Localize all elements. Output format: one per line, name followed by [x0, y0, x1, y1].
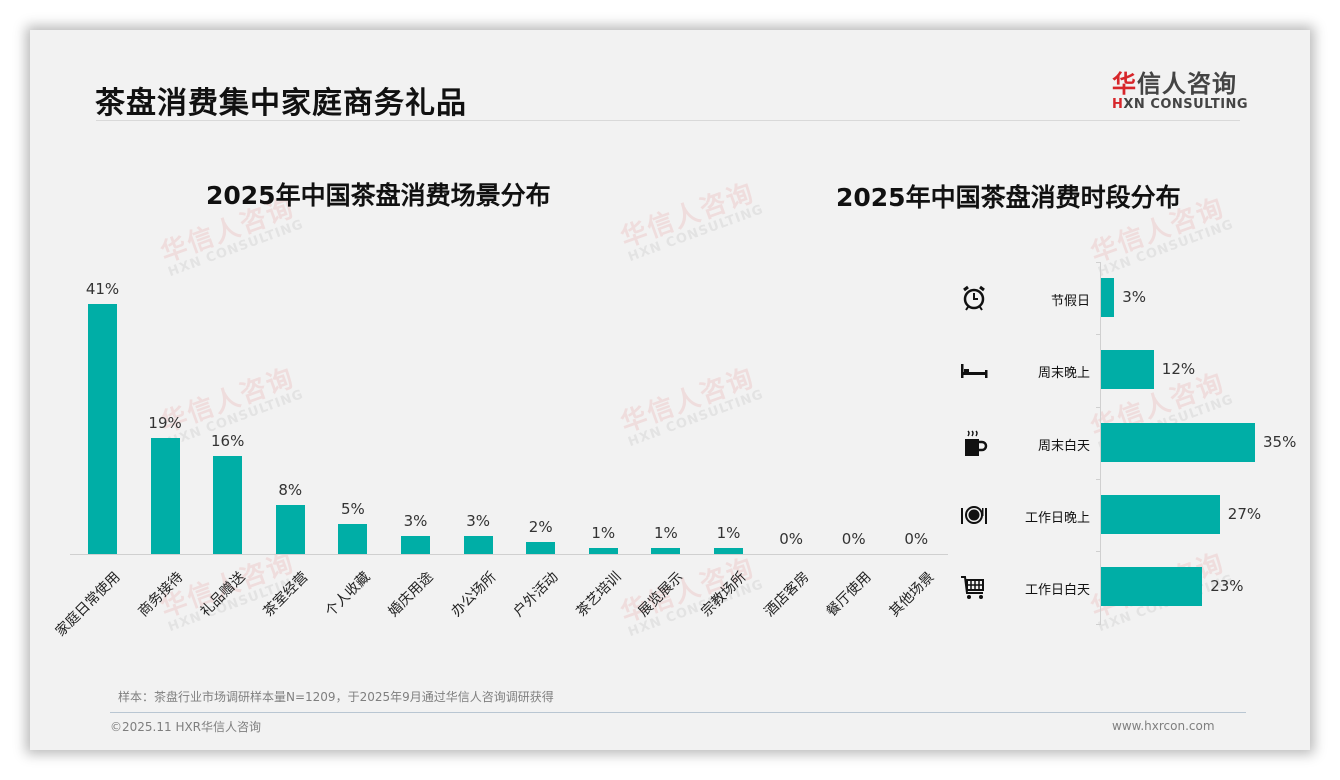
- x-tick-label: 宗教场所: [698, 569, 750, 621]
- website-link[interactable]: www.hxrcon.com: [1112, 719, 1215, 733]
- bar-value-label: 1%: [716, 523, 741, 542]
- hbar-value-label: 35%: [1263, 432, 1297, 451]
- bar-11: [714, 547, 743, 554]
- bar-5: [338, 523, 368, 554]
- bar-10: [651, 547, 681, 554]
- bar-2: [150, 438, 180, 554]
- bar-value-label: 5%: [340, 499, 365, 518]
- bar-value-label: 16%: [211, 432, 245, 451]
- logo-cn-red: 华: [1112, 70, 1137, 98]
- title-divider: [96, 120, 1240, 121]
- hbar-value-label: 27%: [1227, 504, 1262, 523]
- bar-value-label: 3%: [403, 511, 428, 530]
- y-axis-tick: [1096, 262, 1101, 263]
- hbar-value-label: 12%: [1161, 360, 1196, 379]
- bar-value-label: 0%: [841, 530, 866, 548]
- coffee-cup-icon: [958, 429, 990, 457]
- y-tick-label: 工作日白天: [1024, 583, 1090, 599]
- x-tick-label: 餐厅使用: [823, 569, 875, 621]
- watermark-en: HXN CONSULTING: [1096, 217, 1236, 281]
- bar-value-label: 19%: [148, 414, 182, 433]
- bar-value-label: 0%: [779, 530, 803, 548]
- y-axis-tick: [1096, 478, 1101, 480]
- page-title: 茶盘消费集中家庭商务礼品: [95, 86, 467, 121]
- hbar-value-label: 3%: [1122, 288, 1146, 306]
- x-tick-label: 商务接待: [135, 569, 187, 621]
- sample-note: 样本：茶盘行业市场调研样本量N=1209，于2025年9月通过华信人咨询调研获得: [118, 690, 554, 704]
- x-tick-label: 展览展示: [635, 569, 687, 621]
- slide: 茶盘消费集中家庭商务礼品 华信人咨询 HXN CONSULTING 华信人咨询 H…: [30, 30, 1310, 750]
- watermark-en: HXN CONSULTING: [626, 202, 766, 266]
- x-tick-label: 酒店客房: [761, 569, 813, 621]
- bar-8: [526, 541, 556, 554]
- y-tick-label: 工作日晚上: [1024, 510, 1090, 526]
- bar-value-label: 3%: [466, 511, 490, 530]
- x-tick-label: 茶艺培训: [573, 569, 625, 621]
- y-tick-label: 节假日: [1050, 294, 1090, 309]
- y-axis-tick: [1096, 406, 1101, 408]
- x-tick-label: 户外活动: [510, 569, 562, 621]
- brand-logo: 华信人咨询 HXN CONSULTING: [1112, 64, 1252, 112]
- bed-icon: [958, 356, 990, 384]
- copyright: ©2025.11 HXR华信人咨询: [110, 720, 262, 734]
- hbar-2: [1101, 350, 1154, 390]
- period-chart-title: 2025年中国茶盘消费时段分布: [836, 183, 1181, 212]
- x-tick-label: 个人收藏: [322, 569, 374, 621]
- bar-value-label: 8%: [278, 481, 303, 500]
- y-axis-tick: [1096, 551, 1101, 553]
- x-tick-label: 家庭日常使用: [52, 569, 124, 640]
- bar-9: [588, 547, 618, 554]
- hbar-value-label: 23%: [1210, 577, 1244, 596]
- bar-value-label: 1%: [653, 523, 678, 542]
- bar-6: [401, 535, 430, 554]
- alarm-clock-icon: [958, 284, 990, 312]
- hbar-1: [1101, 278, 1115, 317]
- y-axis-tick: [1096, 334, 1101, 336]
- scene-bar-chart: 41% 家庭日常使用 19% 商务接待 16% 礼品赠送 8% 茶室经营 5% 个人收藏 3% 婚庆用…: [53, 270, 950, 640]
- y-axis-tick: [1096, 623, 1101, 625]
- bar-value-label: 0%: [904, 530, 929, 548]
- hbar-4: [1101, 494, 1220, 534]
- x-tick-label: 婚庆用途: [385, 569, 437, 621]
- x-tick-label: 茶室经营: [260, 569, 312, 621]
- bar-value-label: 2%: [528, 517, 553, 536]
- bar-value-label: 41%: [85, 280, 120, 298]
- x-tick-label: 办公场所: [448, 569, 500, 621]
- watermark-cn: 华信人咨询: [617, 177, 759, 254]
- shopping-cart-icon: [958, 573, 990, 601]
- x-tick-label: 礼品赠送: [197, 569, 249, 621]
- bar-7: [463, 535, 493, 554]
- bar-1: [88, 304, 117, 554]
- dining-plate-icon: [958, 501, 990, 529]
- bar-3: [213, 456, 243, 554]
- logo-en-text: XN CONSULTING: [1123, 97, 1249, 112]
- y-axis-line: [1100, 262, 1101, 624]
- bar-value-label: 1%: [591, 523, 616, 542]
- logo-en-red: H: [1112, 97, 1124, 112]
- footer-divider: [110, 712, 1246, 713]
- logo-cn-text: 信人咨询: [1137, 70, 1237, 98]
- hbar-5: [1101, 567, 1203, 607]
- hbar-3: [1101, 422, 1255, 462]
- x-tick-label: 其他场景: [886, 569, 938, 621]
- y-tick-label: 周末晚上: [1037, 366, 1090, 382]
- y-tick-label: 周末白天: [1037, 438, 1090, 454]
- bar-4: [275, 505, 305, 554]
- scene-chart-title: 2025年中国茶盘消费场景分布: [206, 181, 551, 210]
- x-axis-line: [70, 554, 948, 555]
